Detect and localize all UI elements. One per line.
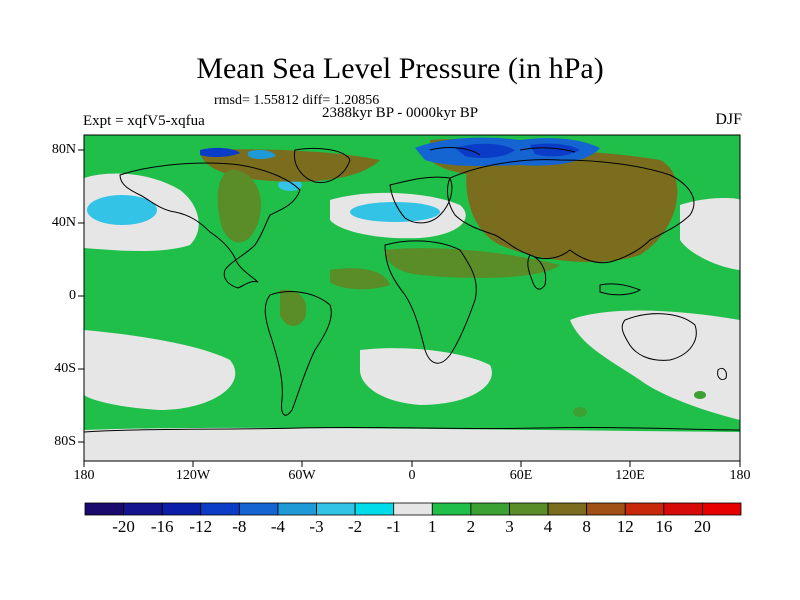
colorbar-swatch xyxy=(470,502,510,516)
colorbar-tick-label: 16 xyxy=(655,517,673,536)
colorbar-swatch xyxy=(316,502,356,516)
colorbar-tick-label: -4 xyxy=(270,517,286,536)
colorbar-swatch xyxy=(509,502,549,516)
stats-text: rmsd= 1.55812 diff= 1.20856 xyxy=(214,93,380,108)
lat-label-80s: 80S xyxy=(54,434,76,449)
lon-label-120w: 120W xyxy=(175,468,211,483)
colorbar-tick-label: 4 xyxy=(543,517,553,536)
colorbar xyxy=(84,502,742,516)
lat-label-0: 0 xyxy=(69,288,76,303)
lon-label-0: 0 xyxy=(408,468,416,483)
colorbar-swatch xyxy=(200,502,240,516)
map-title: Mean Sea Level Pressure (in hPa) xyxy=(196,52,604,85)
colorbar-swatch xyxy=(277,502,317,516)
lat-ticks xyxy=(78,149,84,443)
colorbar-tick-label: 3 xyxy=(505,517,514,536)
lat-label-40s: 40S xyxy=(54,361,76,376)
colorbar-tick-label: -1 xyxy=(386,517,401,536)
contour-fill xyxy=(84,135,740,461)
colorbar-tick-label: -8 xyxy=(232,517,247,536)
colorbar-swatch xyxy=(354,502,395,516)
colorbar-swatch xyxy=(123,502,163,516)
colorbar-swatch xyxy=(702,502,742,516)
lon-label-180w: 180 xyxy=(73,468,95,483)
colorbar-swatch xyxy=(161,502,202,516)
colorbar-tick-label: -20 xyxy=(112,517,135,536)
colorbar-tick-label: -2 xyxy=(348,517,363,536)
lat-label-80n: 80N xyxy=(51,142,76,157)
colorbar-tick-label: 8 xyxy=(582,517,591,536)
colorbar-swatch xyxy=(431,502,472,516)
lon-ticks xyxy=(83,461,741,467)
colorbar-swatch xyxy=(547,502,588,516)
colorbar-swatch xyxy=(84,502,124,516)
lon-label-60w: 60W xyxy=(288,468,316,483)
experiment-label: Expt = xqfV5-xqfua xyxy=(83,113,205,129)
colorbar-tick-label: 1 xyxy=(428,517,437,536)
colorbar-tick-label: -12 xyxy=(189,517,213,536)
colorbar-tick-label: 12 xyxy=(616,517,634,536)
period-text: 2388kyr BP - 0000kyr BP xyxy=(321,105,479,121)
season-label: DJF xyxy=(715,111,742,128)
colorbar-swatch xyxy=(393,502,433,516)
colorbar-tick-label: 2 xyxy=(466,517,476,536)
lon-label-180e: 180 xyxy=(729,468,751,483)
lon-label-120e: 120E xyxy=(615,468,645,483)
colorbar-swatch xyxy=(663,502,703,516)
colorbar-tick-label: -16 xyxy=(150,517,174,536)
colorbar-tick-label: -3 xyxy=(309,517,324,536)
colorbar-swatch xyxy=(624,502,665,516)
colorbar-swatch xyxy=(586,502,626,516)
lon-label-60e: 60E xyxy=(509,468,533,483)
colorbar-swatch xyxy=(238,502,279,516)
colorbar-tick-label: 20 xyxy=(693,517,711,536)
lat-label-40n: 40N xyxy=(51,215,76,230)
coastlines xyxy=(84,147,740,433)
